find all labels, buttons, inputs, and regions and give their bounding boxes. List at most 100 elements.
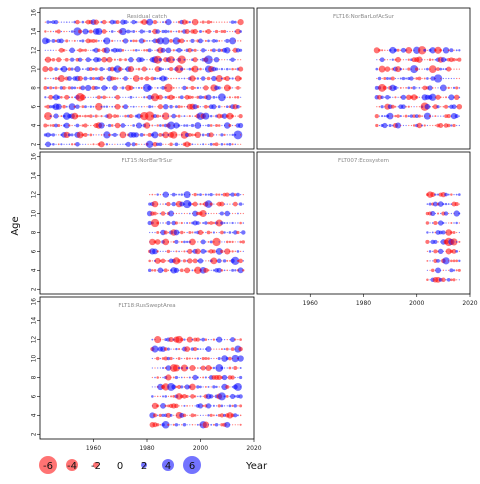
bubble-mark — [53, 94, 59, 101]
bubble-mark — [130, 21, 132, 23]
bubble-mark — [205, 365, 212, 371]
bubble-mark — [108, 143, 111, 145]
bubble-mark — [383, 76, 387, 81]
bubble-mark — [453, 94, 460, 101]
bubble-mark — [199, 395, 202, 398]
bubble-mark — [433, 258, 438, 263]
bubble-mark — [212, 423, 215, 426]
bubble-mark — [210, 257, 218, 265]
bubble-mark — [52, 77, 55, 80]
bubble-mark — [191, 357, 194, 360]
bubble-mark — [76, 40, 79, 42]
bubble-mark — [177, 384, 182, 390]
bubble-mark — [147, 85, 153, 91]
bubble-mark — [210, 40, 212, 42]
y-tick-label: 12 — [31, 336, 38, 344]
bubble-mark — [42, 66, 49, 73]
bubble-mark — [138, 21, 140, 23]
bubble-mark — [133, 59, 135, 61]
bubble-mark — [220, 133, 224, 137]
bubble-mark — [123, 20, 128, 25]
bubble-mark — [73, 27, 82, 36]
bubble-mark — [173, 21, 175, 23]
bubble-mark — [218, 68, 220, 70]
bubble-mark — [143, 58, 146, 61]
bubble-mark — [163, 104, 169, 110]
bubble-mark — [154, 257, 161, 264]
bubble-mark — [60, 59, 63, 61]
bubble-mark — [95, 134, 97, 136]
bubble-mark — [437, 115, 439, 117]
bubble-mark — [63, 143, 65, 145]
bubble-mark — [417, 114, 421, 118]
bubble-mark — [164, 338, 168, 342]
bubble-mark — [226, 143, 229, 146]
bubble-mark — [393, 48, 398, 52]
bubble-mark — [162, 21, 165, 24]
panel-3-frame — [39, 151, 255, 295]
bubble-mark — [389, 96, 392, 99]
bubble-mark — [199, 30, 202, 33]
bubble-mark — [195, 337, 200, 342]
bubble-mark — [112, 85, 118, 91]
bubble-mark — [405, 77, 408, 80]
bubble-mark — [427, 85, 433, 91]
y-tick-label: 4 — [31, 413, 38, 417]
bubble-mark — [393, 85, 398, 90]
bubble-mark — [194, 357, 197, 360]
bubble-mark — [382, 85, 387, 90]
bubble-mark — [171, 192, 176, 197]
bubble-mark — [186, 414, 188, 416]
bubble-mark — [174, 142, 179, 147]
bubble-mark — [239, 375, 243, 380]
bubble-mark — [218, 30, 220, 33]
bubble-mark — [166, 356, 171, 361]
bubble-mark — [156, 124, 159, 127]
bubble-mark — [141, 49, 143, 51]
bubble-mark — [238, 202, 243, 206]
bubble-mark — [209, 114, 213, 118]
bubble-mark — [453, 222, 455, 224]
bubble-mark — [149, 77, 151, 80]
bubble-mark — [82, 77, 84, 80]
bubble-mark — [451, 249, 457, 254]
bubble-mark — [151, 260, 153, 262]
bubble-mark — [157, 134, 159, 136]
bubble-mark — [226, 134, 228, 136]
y-tick-label: 12 — [31, 191, 38, 199]
bubble-mark — [118, 48, 123, 53]
legend-label: -2 — [91, 461, 101, 472]
bubble-mark — [433, 239, 438, 244]
bubble-mark — [158, 142, 163, 147]
bubble-mark — [458, 231, 460, 234]
bubble-mark — [167, 395, 169, 397]
bubble-mark — [178, 366, 181, 370]
bubble-mark — [448, 222, 450, 224]
bubble-mark — [433, 220, 438, 226]
bubble-mark — [417, 46, 427, 55]
bubble-mark — [452, 278, 456, 282]
bubble-mark — [130, 105, 132, 108]
bubble-mark — [434, 212, 436, 215]
bubble-mark — [172, 376, 175, 379]
bubble-mark — [443, 211, 449, 216]
bubble-mark — [226, 231, 228, 234]
bubble-mark — [46, 86, 50, 90]
bubble-mark — [191, 269, 194, 272]
bubble-mark — [421, 115, 423, 117]
bubble-mark — [218, 348, 220, 350]
bubble-mark — [170, 376, 172, 379]
bubble-mark — [448, 212, 450, 215]
bubble-mark — [151, 402, 159, 409]
bubble-mark — [101, 29, 107, 34]
bubble-mark — [172, 49, 175, 52]
bubble-mark — [197, 143, 199, 145]
bubble-mark — [415, 67, 419, 71]
bubble-mark — [178, 143, 180, 145]
bubble-mark — [202, 348, 204, 350]
bubble-mark — [233, 413, 238, 418]
bubble-mark — [189, 87, 191, 89]
bubble-mark — [158, 67, 163, 71]
bubble-mark — [399, 86, 402, 89]
